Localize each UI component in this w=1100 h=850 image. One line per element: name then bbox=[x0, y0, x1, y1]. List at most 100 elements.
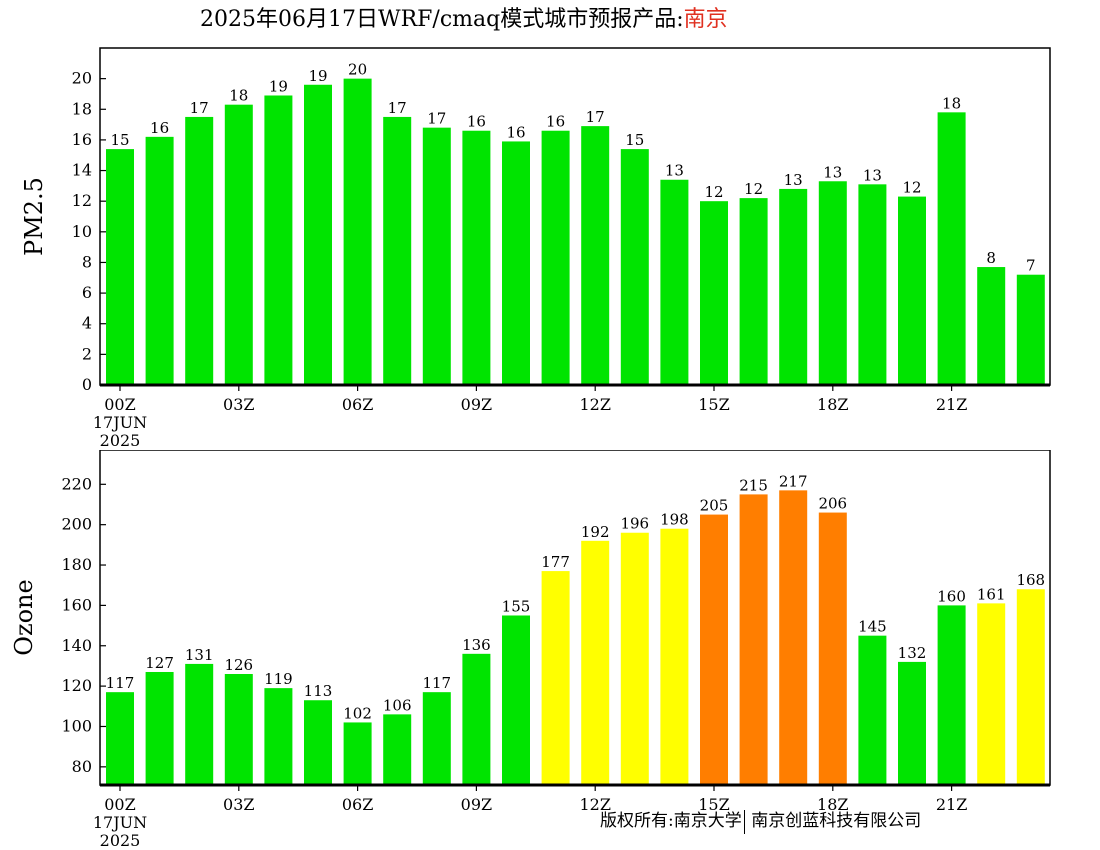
ozone-y-axis-title: Ozone bbox=[10, 579, 38, 655]
copyright-footer: 版权所有:南京大学 南京创蓝科技有限公司 bbox=[600, 806, 921, 836]
pm25-bar bbox=[700, 201, 728, 385]
pm25-value-label: 12 bbox=[902, 179, 921, 197]
pm25-y-tick-label: 12 bbox=[72, 191, 92, 210]
ozone-bar bbox=[264, 688, 293, 785]
ozone-y-tick-label: 180 bbox=[61, 555, 92, 574]
pm25-bar bbox=[304, 84, 332, 385]
ozone-x-date-label: 2025 bbox=[100, 831, 141, 850]
ozone-bar bbox=[739, 494, 768, 785]
pm25-bar bbox=[422, 127, 451, 386]
pm25-bar bbox=[739, 198, 768, 385]
ozone-y-tick-label: 100 bbox=[61, 716, 92, 735]
ozone-bar bbox=[581, 540, 610, 785]
ozone-value-label: 117 bbox=[422, 674, 451, 692]
ozone-value-label: 177 bbox=[541, 553, 570, 571]
ozone-bar bbox=[818, 512, 847, 785]
title-text: 2025年06月17日WRF/cmaq模式城市预报产品: bbox=[200, 7, 684, 32]
pm25-value-label: 17 bbox=[586, 108, 605, 126]
ozone-y-tick-label: 160 bbox=[61, 595, 92, 614]
ozone-bar bbox=[502, 615, 530, 785]
pm25-value-label: 15 bbox=[110, 131, 129, 149]
pm25-x-tick-label: 12Z bbox=[579, 395, 610, 414]
pm25-value-label: 13 bbox=[784, 171, 803, 189]
ozone-value-label: 161 bbox=[977, 585, 1006, 603]
ozone-value-label: 217 bbox=[779, 472, 808, 490]
ozone-value-label: 136 bbox=[462, 636, 491, 654]
ozone-y-tick-label: 220 bbox=[61, 474, 92, 493]
pm25-x-tick-label: 18Z bbox=[817, 395, 848, 414]
ozone-bar bbox=[1016, 589, 1045, 785]
ozone-y-tick-label: 140 bbox=[61, 636, 92, 655]
ozone-x-date-label: 17JUN bbox=[93, 813, 147, 832]
ozone-value-label: 205 bbox=[700, 497, 729, 515]
pm25-bar bbox=[106, 149, 134, 385]
ozone-value-label: 145 bbox=[858, 618, 887, 636]
ozone-x-tick-label: 09Z bbox=[461, 795, 492, 814]
ozone-x-tick-label: 06Z bbox=[342, 795, 373, 814]
pm25-value-label: 12 bbox=[744, 180, 763, 198]
pm25-y-tick-label: 4 bbox=[82, 314, 92, 333]
pm25-x-tick-label: 09Z bbox=[461, 395, 492, 414]
pm25-bar bbox=[898, 196, 926, 385]
ozone-x-tick-label: 03Z bbox=[223, 795, 254, 814]
ozone-value-label: 131 bbox=[185, 646, 214, 664]
pm25-bar bbox=[502, 141, 530, 385]
ozone-value-label: 132 bbox=[898, 644, 927, 662]
pm25-value-label: 17 bbox=[427, 110, 446, 128]
ozone-bar bbox=[145, 671, 174, 785]
pm25-bar bbox=[185, 116, 214, 385]
pm25-bar bbox=[620, 149, 649, 385]
pm25-value-label: 16 bbox=[467, 113, 486, 131]
ozone-x-tick-label: 18Z bbox=[817, 795, 848, 814]
pm25-bar bbox=[145, 136, 174, 385]
pm25-y-tick-label: 14 bbox=[72, 161, 92, 180]
pm25-y-tick-label: 18 bbox=[72, 99, 92, 118]
pm25-bar bbox=[818, 181, 847, 385]
pm25-y-tick-label: 0 bbox=[82, 375, 92, 394]
ozone-y-tick-label: 120 bbox=[61, 676, 92, 695]
ozone-bar bbox=[660, 528, 689, 785]
ozone-bar bbox=[620, 532, 649, 785]
pm25-bar bbox=[383, 116, 412, 385]
copyright-right: 南京创蓝科技有限公司 bbox=[751, 811, 922, 831]
pm25-bar bbox=[462, 130, 491, 385]
pm25-value-label: 13 bbox=[823, 163, 842, 181]
pm25-value-label: 16 bbox=[546, 113, 565, 131]
ozone-bar bbox=[937, 605, 966, 785]
pm25-x-tick-label: 00Z bbox=[104, 395, 135, 414]
pm25-x-tick-label: 03Z bbox=[223, 395, 254, 414]
pm25-value-label: 13 bbox=[665, 162, 684, 180]
pm25-y-tick-label: 6 bbox=[82, 283, 92, 302]
pm25-bar bbox=[343, 78, 372, 386]
ozone-bar bbox=[977, 603, 1006, 785]
pm25-value-label: 17 bbox=[190, 99, 209, 117]
pm25-bar bbox=[779, 188, 808, 385]
ozone-bar bbox=[106, 692, 134, 785]
pm25-y-tick-label: 16 bbox=[72, 130, 92, 149]
ozone-chart: 117 127 131 126 119 113 102 106 117 136 155 177 192 1… bbox=[10, 450, 1051, 850]
ozone-value-label: 117 bbox=[106, 674, 135, 692]
pm25-value-label: 16 bbox=[150, 119, 169, 137]
ozone-value-label: 102 bbox=[343, 704, 372, 722]
ozone-value-label: 168 bbox=[1016, 571, 1045, 589]
pm25-value-label: 20 bbox=[348, 61, 367, 79]
ozone-value-label: 192 bbox=[581, 523, 610, 541]
ozone-bar bbox=[185, 663, 214, 785]
pm25-value-label: 19 bbox=[308, 67, 327, 85]
ozone-y-tick-label: 200 bbox=[61, 515, 92, 534]
ozone-bar bbox=[541, 571, 570, 785]
page-title: 2025年06月17日WRF/cmaq模式城市预报产品:南京 bbox=[200, 4, 728, 36]
ozone-bar bbox=[898, 661, 926, 785]
ozone-bar bbox=[700, 514, 728, 785]
pm25-value-label: 18 bbox=[229, 87, 248, 105]
pm25-y-tick-label: 2 bbox=[82, 344, 92, 363]
ozone-value-label: 160 bbox=[937, 587, 966, 605]
ozone-value-label: 113 bbox=[304, 682, 333, 700]
ozone-value-label: 106 bbox=[383, 696, 412, 714]
pm25-value-label: 7 bbox=[1026, 257, 1036, 275]
ozone-bar bbox=[422, 692, 451, 785]
pm25-y-axis-title: PM2.5 bbox=[20, 177, 48, 256]
pm25-y-tick-label: 8 bbox=[82, 252, 92, 271]
pm25-bar bbox=[977, 267, 1006, 385]
